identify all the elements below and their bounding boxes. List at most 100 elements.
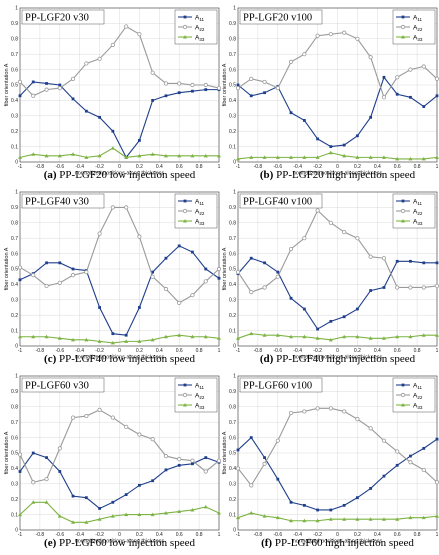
x-axis-label: normalized positions along thickness xyxy=(293,355,383,361)
data-point-a22 xyxy=(163,453,169,459)
y-axis-label: fiber orientation A xyxy=(222,431,228,474)
data-point-a11 xyxy=(71,97,75,101)
y-tick-label: 0.7 xyxy=(11,52,18,58)
data-point-a33 xyxy=(435,514,439,518)
data-point-a11 xyxy=(236,83,240,87)
data-point-a22 xyxy=(216,85,222,91)
y-tick-label: 0.8 xyxy=(11,37,18,43)
x-tick-label: 0.8 xyxy=(196,348,203,354)
data-point-a11 xyxy=(435,94,439,98)
data-point-a33 xyxy=(150,152,155,156)
data-point-a11 xyxy=(302,119,306,122)
chart-panel-b: -1 -0.8 -0.6 -0.4 -0.2 0 0.2 0.4 0.6 0.8 1 0 0.1 0.2 0… xyxy=(222,6,439,181)
y-axis-label: fiber orientation A xyxy=(222,247,228,290)
y-tick-label: 0.8 xyxy=(11,221,18,227)
data-point-a22 xyxy=(163,286,169,292)
data-point-a33 xyxy=(217,511,221,515)
data-point-a11 xyxy=(71,494,75,498)
data-point-a33 xyxy=(18,155,22,159)
data-point-a33 xyxy=(249,511,254,515)
y-tick-label: 0.8 xyxy=(229,405,236,411)
data-point-a11 xyxy=(204,88,208,92)
data-point-a33 xyxy=(249,155,254,159)
x-tick-label: 1 xyxy=(218,164,221,170)
x-tick-label: 1 xyxy=(436,532,439,538)
x-tick-label: 0.6 xyxy=(394,532,401,538)
x-axis-label: normalized positions along thickness xyxy=(293,539,383,545)
data-point-a33 xyxy=(44,500,49,504)
data-point-a22 xyxy=(235,269,241,275)
series-line-a33 xyxy=(237,152,438,160)
data-point-a11 xyxy=(435,261,439,265)
data-point-a11 xyxy=(84,496,88,500)
x-tick-label: -0.8 xyxy=(254,348,263,354)
data-point-a22 xyxy=(249,483,254,488)
data-point-a33 xyxy=(302,518,307,523)
data-point-a11 xyxy=(191,250,194,254)
data-point-a22 xyxy=(262,461,267,466)
y-tick-label: 0.8 xyxy=(229,221,236,227)
data-point-a33 xyxy=(328,517,333,521)
data-point-a11 xyxy=(356,307,359,311)
data-point-a22 xyxy=(84,413,89,419)
legend-marker-circle xyxy=(400,24,406,30)
x-tick-label: 1 xyxy=(218,348,221,354)
legend-subscript: 22 xyxy=(199,395,205,400)
data-point-a33 xyxy=(124,339,129,343)
data-point-a11 xyxy=(204,456,208,460)
legend-marker-square xyxy=(401,199,405,203)
x-tick-label: 0.6 xyxy=(176,348,183,354)
x-axis-label: normalized positions along thickness xyxy=(293,171,383,177)
data-point-a22 xyxy=(177,81,182,86)
data-point-a33 xyxy=(110,514,115,518)
data-point-a11 xyxy=(342,315,346,319)
data-point-a33 xyxy=(110,340,115,345)
x-tick-label: 0.6 xyxy=(394,348,401,354)
data-point-a11 xyxy=(164,94,168,98)
x-tick-label: -0.2 xyxy=(313,164,322,170)
legend-label: A22 xyxy=(195,24,205,32)
data-point-a33 xyxy=(163,153,168,158)
data-point-a22 xyxy=(110,415,115,420)
x-tick-label: 0.2 xyxy=(354,348,361,354)
y-tick-label: 0.4 xyxy=(11,282,18,288)
data-point-a11 xyxy=(263,456,266,460)
y-tick-label: 0.3 xyxy=(229,482,236,488)
data-point-a22 xyxy=(315,208,320,213)
data-point-a11 xyxy=(329,508,333,512)
data-point-a22 xyxy=(434,283,439,289)
data-point-a11 xyxy=(369,487,373,490)
data-point-a22 xyxy=(249,76,254,81)
data-point-a22 xyxy=(302,52,307,57)
data-point-a33 xyxy=(421,156,426,161)
data-point-a22 xyxy=(97,56,102,61)
legend-subscript: 33 xyxy=(417,37,423,42)
x-tick-label: -0.8 xyxy=(36,532,45,538)
data-point-a22 xyxy=(150,437,155,442)
series-line-a11 xyxy=(19,245,220,336)
x-tick-label: 1 xyxy=(436,348,439,354)
y-tick-label: 0 xyxy=(15,160,18,166)
series-line-a33 xyxy=(20,334,220,344)
data-point-a11 xyxy=(342,143,346,147)
data-point-a33 xyxy=(18,512,22,517)
data-point-a22 xyxy=(315,406,320,411)
data-point-a11 xyxy=(177,91,181,95)
data-point-a11 xyxy=(191,462,194,466)
series-line-a22 xyxy=(237,32,438,99)
legend-label: A33 xyxy=(413,34,423,42)
legend-subscript: 22 xyxy=(199,211,205,216)
legend-marker-triangle xyxy=(183,403,187,407)
legend-label: A33 xyxy=(195,218,205,226)
data-point-a33 xyxy=(57,336,62,340)
y-tick-label: 0.8 xyxy=(229,37,236,43)
y-tick-label: 0.9 xyxy=(229,21,236,27)
data-point-a33 xyxy=(137,339,142,343)
panel-caption-text: PP-LGF60 high injection speed xyxy=(272,537,414,549)
y-tick-label: 0 xyxy=(233,160,236,166)
series-line-a33 xyxy=(237,333,437,341)
panel-caption: (d) PP-LGF40 high injection speed xyxy=(260,353,416,365)
x-tick-label: -1 xyxy=(18,164,23,170)
data-point-a22 xyxy=(44,283,49,289)
panel-title: PP-LGF20 v100 xyxy=(243,13,312,24)
